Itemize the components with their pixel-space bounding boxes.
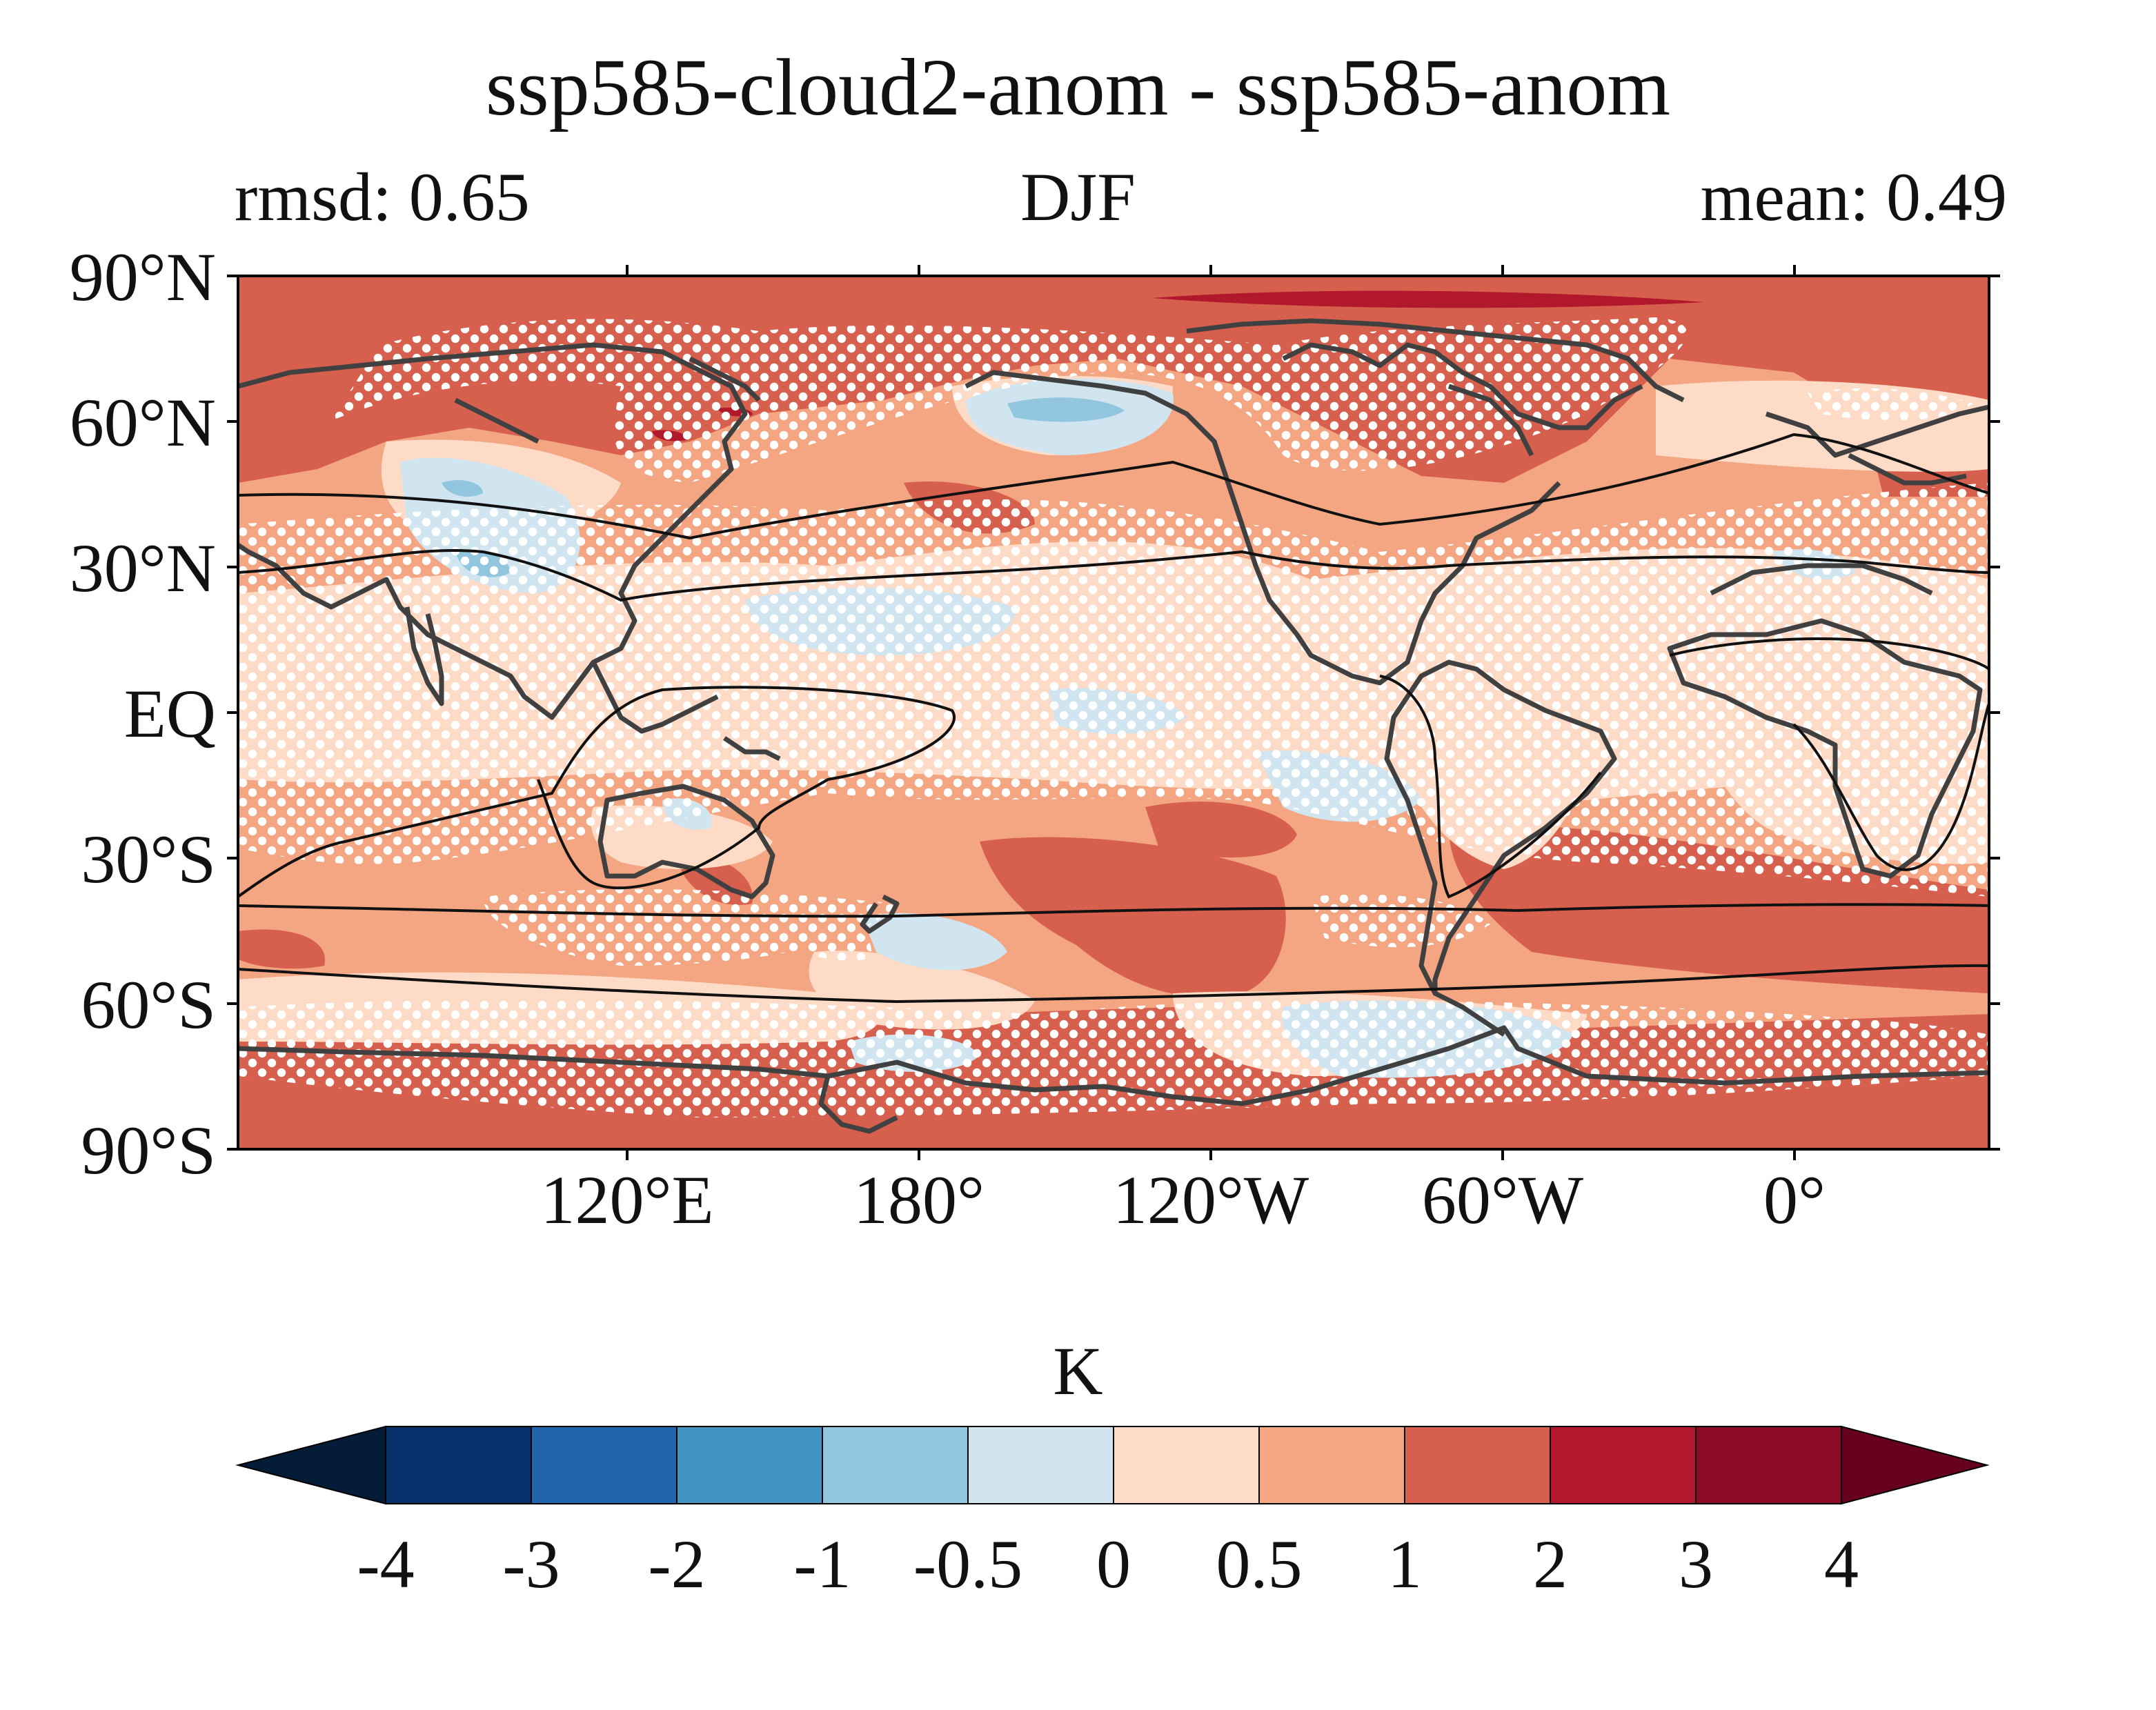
lat-label-60s: 60°S	[81, 966, 216, 1043]
colorbar-tick-label: -0.5	[913, 1526, 1023, 1602]
colorbar-segment	[822, 1426, 969, 1504]
lon-label-0: 0°	[1763, 1162, 1826, 1238]
colorbar-tick-label: 3	[1679, 1526, 1713, 1602]
lon-label-120w: 120°W	[1112, 1162, 1309, 1238]
colorbar-segment	[531, 1426, 678, 1504]
lat-label-eq: EQ	[123, 675, 216, 752]
colorbar-units-label: K	[1053, 1333, 1103, 1409]
colorbar-segment	[1113, 1426, 1260, 1504]
lat-label-60n: 60°N	[69, 384, 216, 461]
significance-stippling	[238, 317, 1989, 1117]
axis-ticks	[227, 265, 2000, 1160]
colorbar-segment	[1404, 1426, 1551, 1504]
colorbar-tick-label: 0.5	[1216, 1526, 1303, 1602]
lat-label-90n: 90°N	[69, 239, 216, 315]
colorbar-tick-label: 4	[1824, 1526, 1859, 1602]
contour-lines	[238, 433, 1989, 1004]
colorbar-tick-label: 0	[1096, 1526, 1131, 1602]
colorbar-segment	[676, 1426, 823, 1504]
lat-label-90s: 90°S	[81, 1112, 216, 1189]
colorbar	[235, 1425, 1990, 1505]
map-field	[238, 276, 1989, 1149]
colorbar-segment	[1695, 1426, 1842, 1504]
lat-label-30n: 30°N	[69, 530, 216, 606]
lon-label-180: 180°	[853, 1162, 985, 1238]
colorbar-tick-label: -1	[793, 1526, 851, 1602]
colorbar-tick-label: -2	[648, 1526, 706, 1602]
lon-label-120e: 120°E	[540, 1162, 714, 1238]
colorbar-tick-label: 1	[1387, 1526, 1422, 1602]
colorbar-tick-label: -3	[502, 1526, 560, 1602]
lat-label-30s: 30°S	[81, 821, 216, 897]
colorbar-over-arrow	[1841, 1425, 1990, 1505]
plot-title: ssp585-cloud2-anom - ssp585-anom	[485, 42, 1671, 132]
rmsd-label: rmsd: 0.65	[235, 159, 530, 235]
colorbar-tick-label: -4	[357, 1526, 415, 1602]
coastlines	[238, 318, 1989, 1134]
colorbar-under-arrow	[235, 1425, 386, 1505]
colorbar-segment	[1258, 1426, 1405, 1504]
season-label: DJF	[1020, 159, 1136, 235]
colorbar-segment	[967, 1426, 1114, 1504]
colorbar-segment	[385, 1426, 532, 1504]
lon-label-60w: 60°W	[1421, 1162, 1584, 1238]
mean-label: mean: 0.49	[1700, 159, 2007, 235]
colorbar-tick-label: 2	[1533, 1526, 1567, 1602]
colorbar-segment	[1550, 1426, 1697, 1504]
